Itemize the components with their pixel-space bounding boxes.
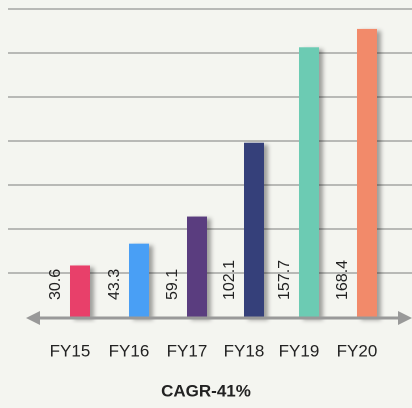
bar — [187, 216, 207, 318]
x-tick-label: FY16 — [109, 341, 150, 360]
x-tick-label: FY15 — [50, 341, 91, 360]
x-tick-label: FY19 — [279, 341, 320, 360]
axis-arrow — [26, 311, 40, 325]
axis-arrow — [398, 311, 412, 325]
x-tick-label: FY18 — [224, 341, 265, 360]
bar — [299, 47, 319, 318]
data-label: 102.1 — [221, 260, 238, 300]
x-tick-label: FY20 — [337, 341, 378, 360]
data-label: 59.1 — [164, 269, 181, 300]
grid — [8, 8, 412, 274]
bar — [70, 265, 90, 318]
data-label: 43.3 — [106, 269, 123, 300]
x-axis — [26, 311, 412, 325]
x-axis-label: CAGR-41% — [161, 381, 251, 400]
x-tick-label: FY17 — [167, 341, 208, 360]
data-label: 157.7 — [276, 260, 293, 300]
data-label: 30.6 — [47, 269, 64, 300]
data-label: 168.4 — [334, 260, 351, 300]
bar — [357, 28, 377, 319]
bar — [129, 243, 149, 318]
bar — [244, 142, 264, 318]
